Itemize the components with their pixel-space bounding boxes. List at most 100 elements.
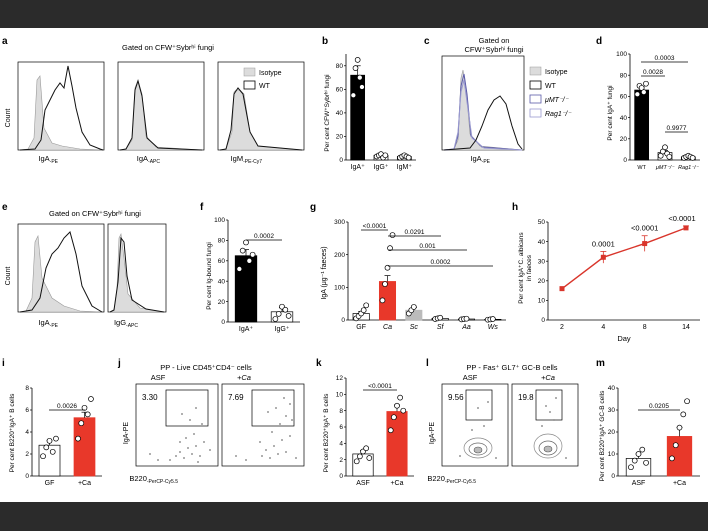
panel-e-ylabel: Count bbox=[5, 267, 12, 286]
panel-letter-h: h bbox=[512, 202, 518, 213]
chart-b: 0 20 40 60 80 IgA⁺ IgG⁺ IgM⁺ bbox=[336, 54, 416, 171]
panel-letter-e: e bbox=[2, 202, 8, 213]
y-tick-label: 0 bbox=[623, 157, 627, 164]
panel-b-ylabel: Per cent CFW⁺Sybrʰⁱ fungi bbox=[323, 74, 331, 151]
legend-swatch-wt bbox=[243, 80, 256, 90]
x-category-label: μMT⁻/⁻ bbox=[655, 165, 675, 171]
x-category-label: Sf bbox=[437, 324, 445, 331]
panel-l-title: PP - Fas⁺ GL7⁺ GC-B cells bbox=[466, 363, 557, 372]
panel-k-ylabel: Per cent B220⁺IgA⁺ B cells bbox=[323, 393, 330, 473]
y-tick-label: 300 bbox=[334, 219, 345, 226]
y-tick-label: 0 bbox=[341, 317, 345, 324]
panel-letter-f: f bbox=[200, 202, 204, 213]
x-category-label: IgM⁺ bbox=[397, 164, 413, 171]
panel-letter-l: l bbox=[426, 358, 429, 369]
data-point bbox=[282, 306, 289, 313]
panel-letter-d: d bbox=[596, 36, 602, 47]
data-point bbox=[643, 80, 649, 87]
data-point bbox=[78, 420, 85, 427]
data-point bbox=[389, 232, 396, 238]
legend-c-swatch-mumt bbox=[529, 94, 542, 104]
y-tick-label: 200 bbox=[334, 252, 345, 259]
x-category-label: Aa bbox=[461, 324, 471, 331]
y-tick-label: 40 bbox=[620, 115, 628, 122]
y-tick-label: 30 bbox=[608, 407, 616, 414]
pvalue-h-day8: <0.0001 bbox=[631, 224, 658, 233]
y-tick-label: 80 bbox=[620, 72, 628, 79]
data-point bbox=[463, 315, 470, 322]
panel-h-ylabel-2: in faeces bbox=[526, 254, 533, 281]
panel-m-ylabel: Per cent B220⁺IgA⁺ GC-B cells bbox=[599, 390, 606, 481]
data-point bbox=[680, 411, 687, 418]
figure-svg: a Gated on CFW⁺Sybrʰⁱ fungi Count Isotyp… bbox=[2, 36, 700, 487]
legend-swatch-isotype bbox=[243, 67, 256, 77]
y-tick-label: 6 bbox=[25, 407, 29, 414]
y-tick-label: 40 bbox=[218, 278, 226, 285]
chart-d: 0 20 40 60 80 100 WT μMT⁻/⁻ Rag1⁻/⁻ 0.0003 0.0028 0… bbox=[616, 51, 700, 171]
y-tick-label: 4 bbox=[339, 441, 343, 448]
data-point bbox=[239, 247, 246, 254]
panel-c-title-2: CFW⁺Sybrʰⁱ fungi bbox=[464, 45, 523, 54]
data-point bbox=[631, 457, 638, 464]
legend-label-isotype: Isotype bbox=[259, 70, 282, 77]
data-point bbox=[382, 281, 388, 287]
y-tick-label: 60 bbox=[218, 258, 226, 265]
data-point bbox=[246, 257, 253, 264]
x-tick-label: 2 bbox=[560, 324, 564, 331]
gate-value-j-asf: 3.30 bbox=[142, 393, 158, 402]
y-tick-label: 8 bbox=[25, 385, 29, 392]
chart-f: 0 20 40 60 80 100 IgA⁺ IgG⁺ 0.0002 bbox=[214, 217, 300, 333]
data-point bbox=[359, 84, 365, 90]
data-point bbox=[672, 442, 679, 449]
histogram-a2 bbox=[117, 61, 205, 151]
y-tick-label: 10 bbox=[608, 451, 616, 458]
panel-j-cond-asf: ASF bbox=[151, 373, 166, 382]
panel-l-ylabel: IgA-PE bbox=[429, 422, 436, 445]
x-category-label: Sc bbox=[410, 324, 419, 331]
bar bbox=[386, 411, 408, 477]
data-point bbox=[249, 251, 256, 258]
y-tick-label: 0 bbox=[339, 157, 343, 164]
y-tick-label: 6 bbox=[339, 424, 343, 431]
y-tick-label: 50 bbox=[538, 219, 546, 226]
x-category-label: +Ca bbox=[390, 480, 403, 487]
data-point bbox=[400, 407, 407, 414]
data-point bbox=[49, 448, 56, 455]
x-category-label: ASF bbox=[632, 480, 646, 487]
data-point bbox=[236, 266, 243, 272]
data-point bbox=[437, 314, 444, 321]
y-tick-label: 20 bbox=[218, 299, 226, 306]
figure-canvas: a Gated on CFW⁺Sybrʰⁱ fungi Count Isotyp… bbox=[0, 28, 708, 502]
gate-j-asf bbox=[165, 389, 209, 427]
y-tick-label: 40 bbox=[336, 110, 344, 117]
data-point bbox=[357, 453, 363, 460]
y-tick-label: 2 bbox=[25, 451, 29, 458]
sig-d-wt-rag1-label: 0.0003 bbox=[655, 55, 675, 62]
sig-g-ca-aa-label: 0.001 bbox=[419, 243, 436, 250]
data-point bbox=[43, 444, 50, 451]
histogram-e2 bbox=[107, 223, 167, 313]
data-point bbox=[669, 455, 675, 462]
data-point bbox=[382, 152, 389, 159]
bar bbox=[38, 444, 61, 477]
flow-plot-j-ca bbox=[221, 383, 305, 467]
panel-j-ylabel: IgA-PE bbox=[123, 422, 130, 445]
data-point bbox=[405, 154, 412, 161]
chart-i: 0 2 4 6 8 GF +Ca 0.0026 bbox=[25, 385, 102, 487]
x-category-label: Ca bbox=[383, 324, 392, 331]
data-point bbox=[676, 424, 683, 431]
gate-value-l-asf: 9.56 bbox=[448, 393, 464, 402]
y-tick-label: 0 bbox=[339, 473, 343, 480]
y-tick-label: 10 bbox=[538, 298, 546, 305]
panel-letter-i: i bbox=[2, 358, 5, 369]
y-tick-label: 0 bbox=[611, 473, 615, 480]
panel-j-xlabel: B220-PerCP-Cy5.5 bbox=[129, 474, 178, 485]
data-point bbox=[350, 92, 357, 99]
data-point bbox=[88, 396, 94, 402]
x-category-label: IgG⁺ bbox=[374, 164, 389, 171]
chart-g: 0 100 200 300 GF Ca Sc Sf Aa Ws <0.0001 0.001 0.0291… bbox=[334, 219, 506, 331]
bar bbox=[234, 255, 258, 323]
gate-l-asf bbox=[465, 389, 493, 421]
data-point bbox=[684, 398, 690, 405]
